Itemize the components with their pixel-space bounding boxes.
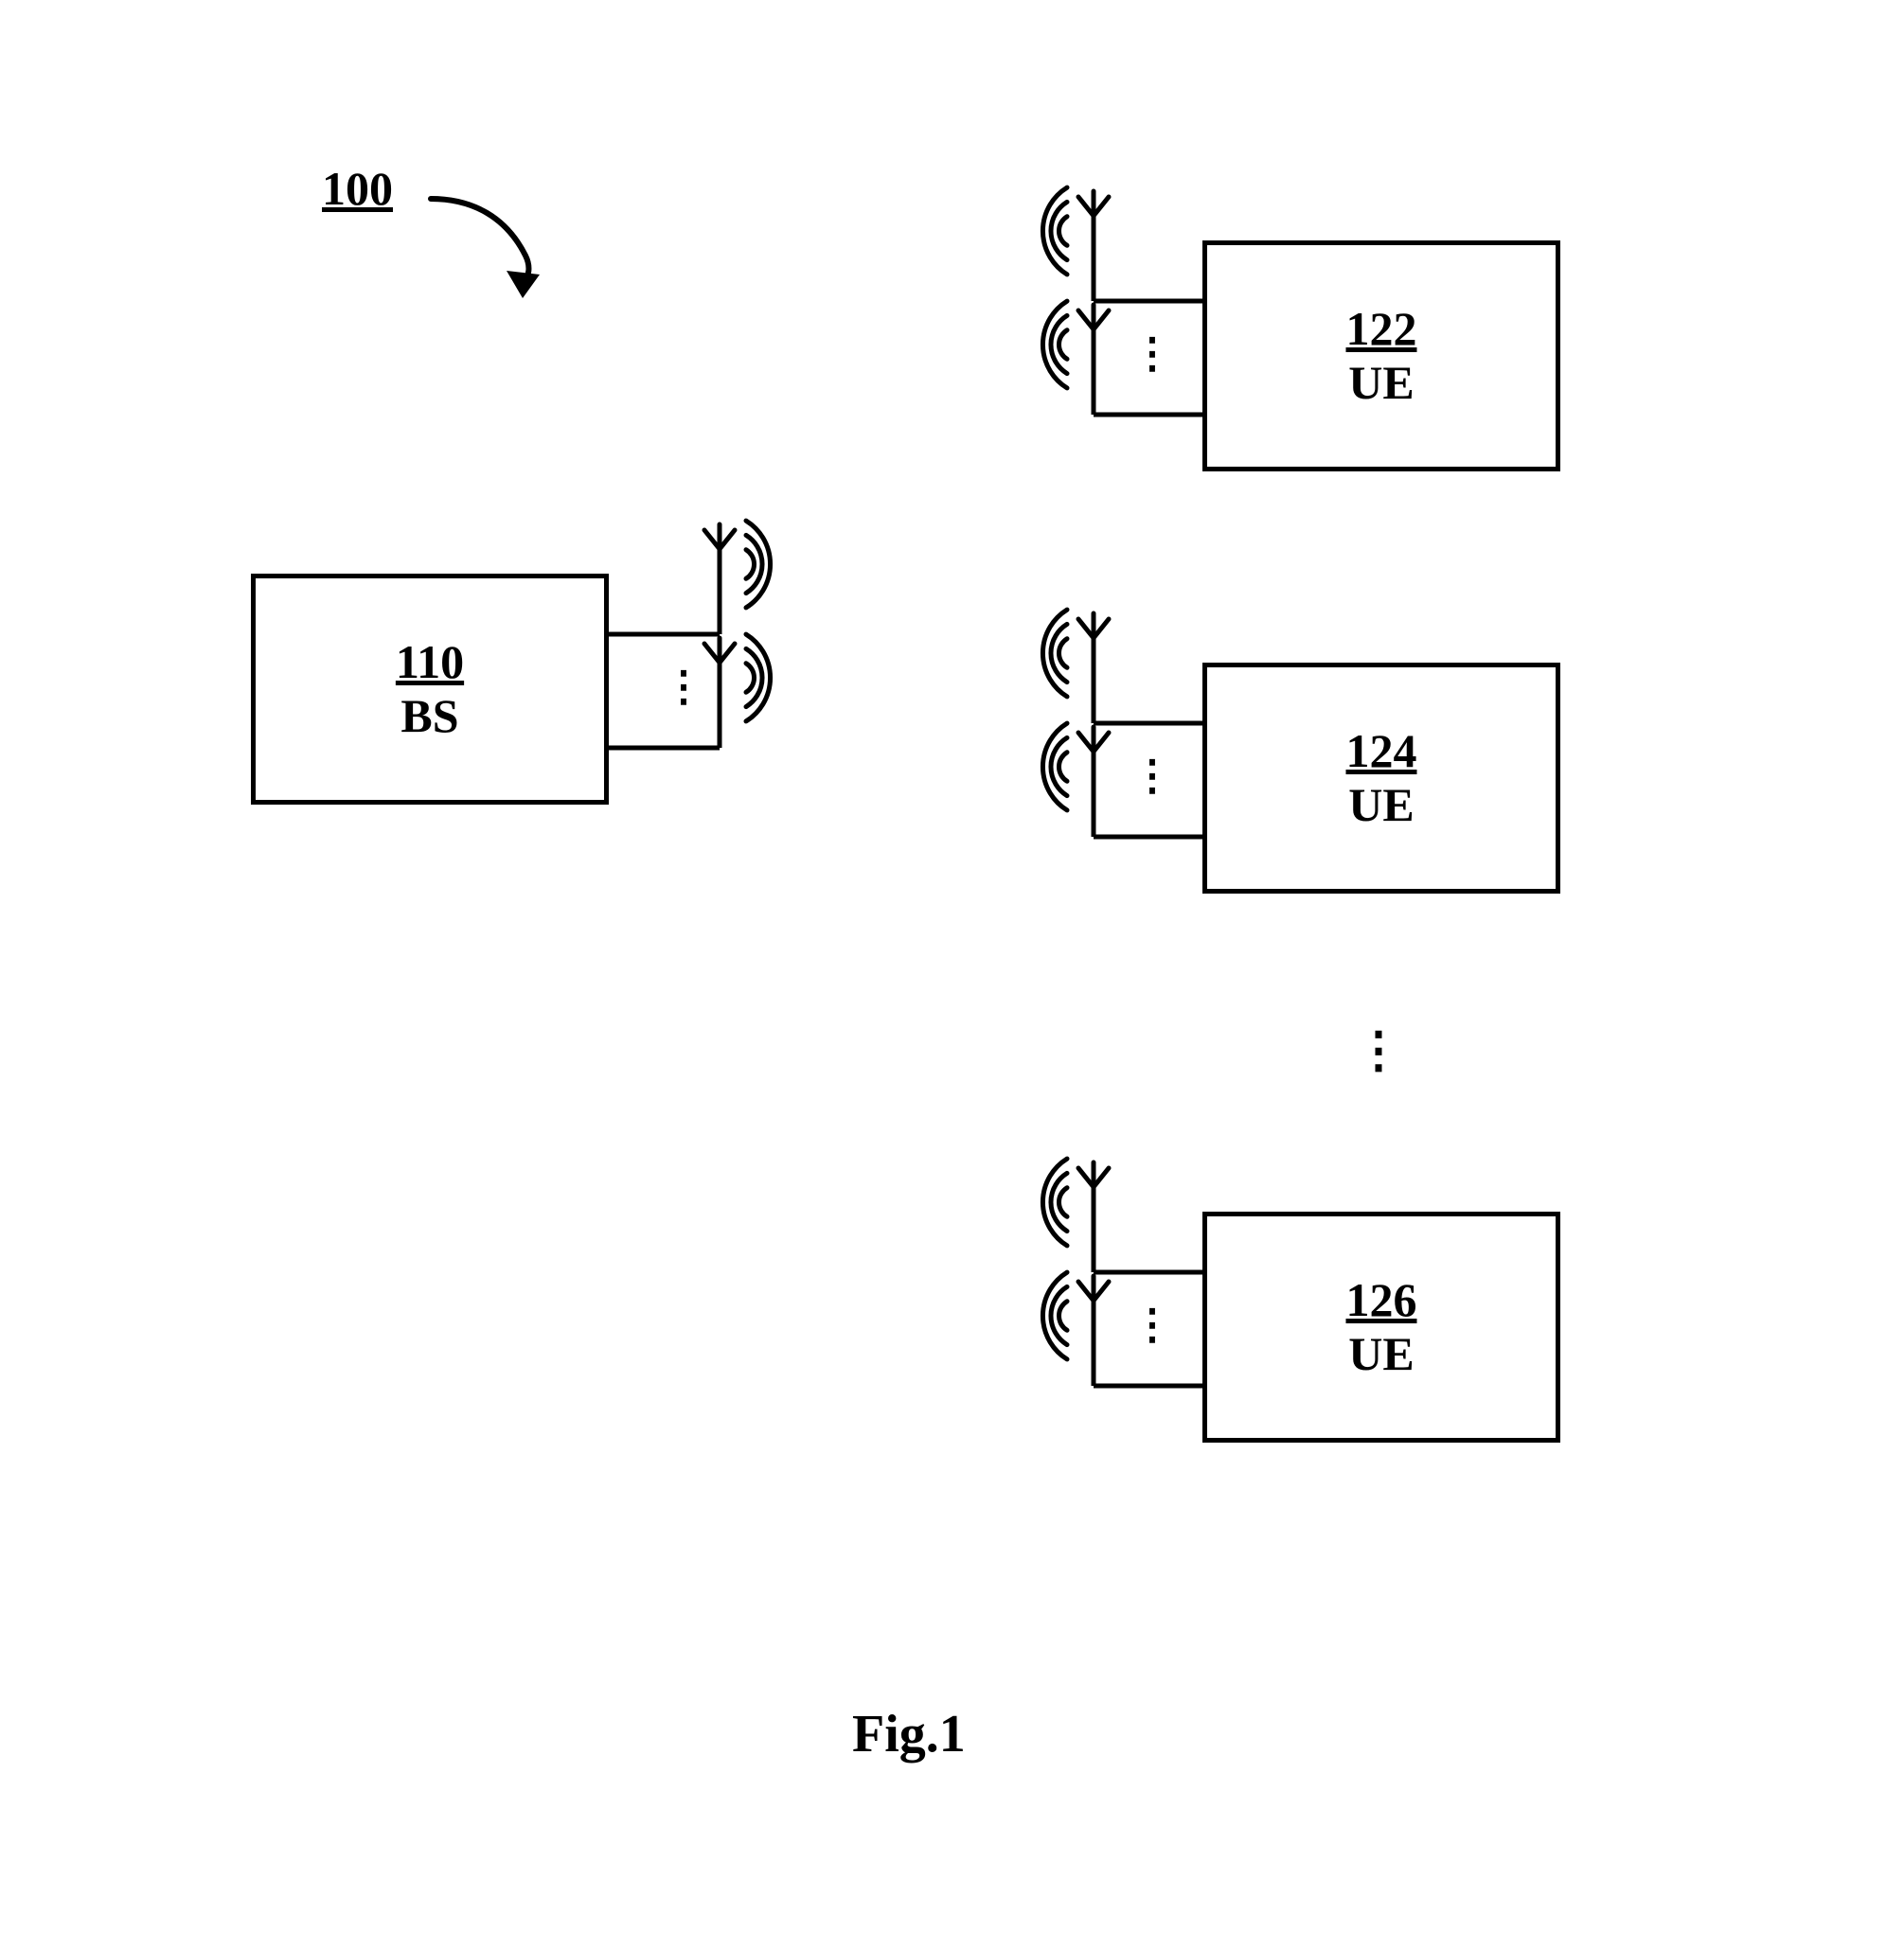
ue-gap-dots-text: ⋮	[1354, 1024, 1403, 1078]
ue-antenna-dots: ⋮	[1131, 1301, 1173, 1349]
figure-stage: 100 110 BS 122 UE 124 UE 126 UE ⋮ ⋮ ⋮ ⋮ …	[0, 0, 1904, 1950]
bs-label: BS	[400, 689, 458, 744]
ue-number: 126	[1346, 1273, 1417, 1328]
figure-ref-number: 100	[322, 161, 393, 216]
ue-antenna-dots: ⋮	[1131, 329, 1173, 378]
ue-number: 122	[1346, 302, 1417, 357]
ue-antenna-dots-text: ⋮	[1131, 753, 1173, 799]
figure-caption: Fig.1	[852, 1704, 966, 1764]
ue-box: 124 UE	[1202, 663, 1560, 894]
ue-box: 126 UE	[1202, 1212, 1560, 1443]
ue-label: UE	[1348, 1327, 1414, 1382]
bs-antenna-dots-text: ⋮	[663, 664, 704, 710]
figure-caption-text: Fig.1	[852, 1705, 966, 1764]
figure-ref-number-text: 100	[322, 162, 393, 215]
bs-number: 110	[396, 635, 464, 690]
ue-antenna-dots-text: ⋮	[1131, 1302, 1173, 1348]
bs-box: 110 BS	[251, 574, 609, 805]
ue-gap-dots: ⋮	[1354, 1022, 1403, 1079]
ue-label: UE	[1348, 778, 1414, 833]
ue-box: 122 UE	[1202, 240, 1560, 471]
ue-antenna-dots-text: ⋮	[1131, 330, 1173, 377]
ue-number: 124	[1346, 724, 1417, 779]
diagram-lines	[0, 0, 1904, 1950]
bs-antenna-dots: ⋮	[663, 663, 704, 711]
ue-antenna-dots: ⋮	[1131, 752, 1173, 800]
ue-label: UE	[1348, 356, 1414, 411]
